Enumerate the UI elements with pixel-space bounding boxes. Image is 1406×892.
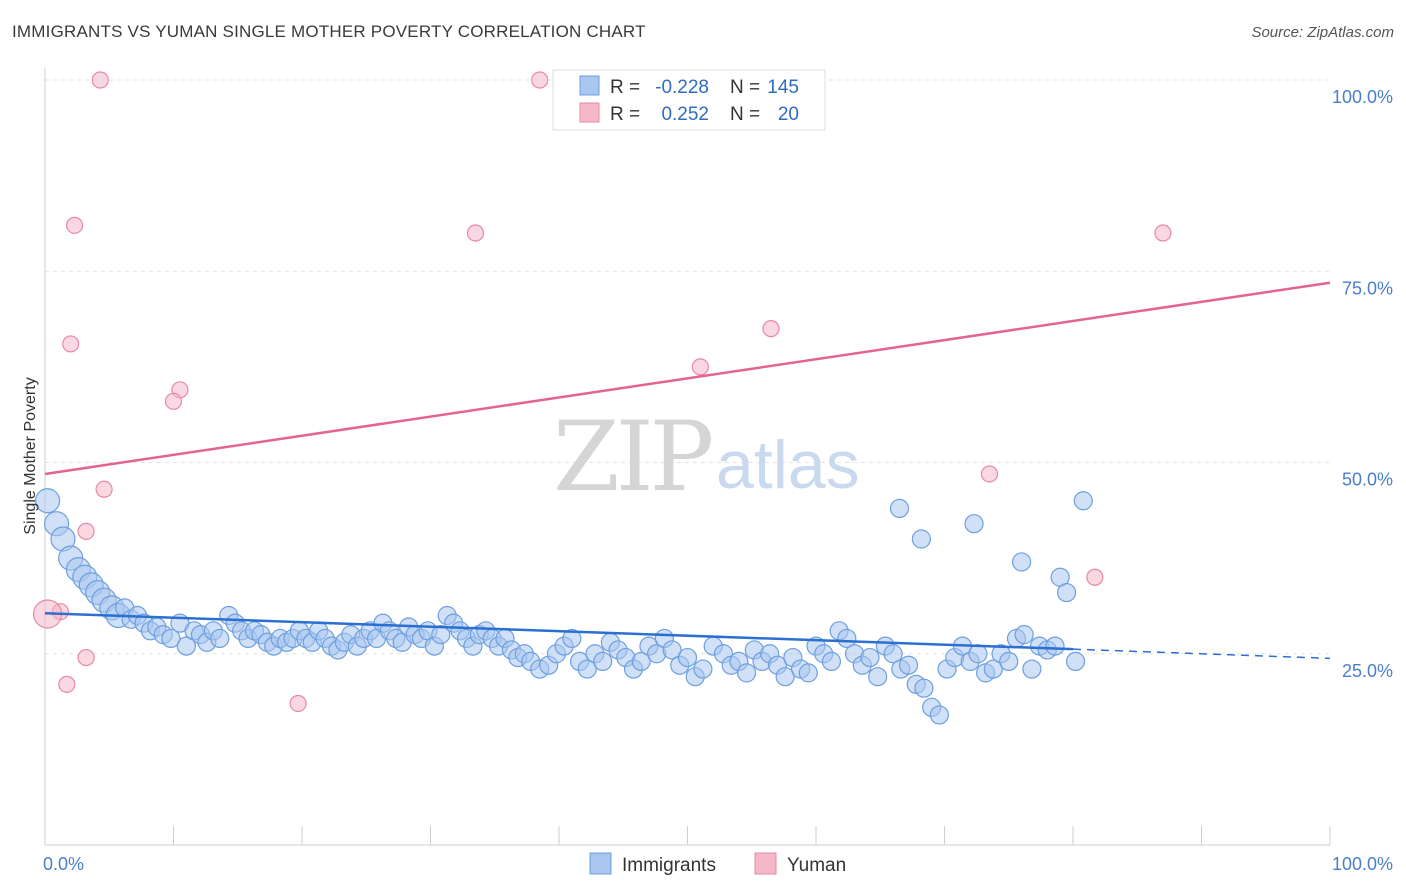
yuman-trend-line: [44, 281, 1331, 476]
legend-box: R = -0.228 N = 145 R = 0.252 N = 20: [552, 69, 826, 131]
immigrants-point-82: [593, 651, 613, 672]
immigrants-point-105: [775, 667, 795, 687]
legend-r-value-1: -0.228: [655, 77, 709, 98]
immigrants-point-117: [868, 667, 888, 687]
immigrants-point-113: [837, 628, 857, 649]
immigrants-point-132: [983, 659, 1003, 679]
bottom-legend-label-yuman: Yuman: [787, 855, 846, 876]
immigrants-point-121: [898, 655, 919, 675]
yuman-point-11: [77, 522, 95, 540]
series-yuman: [32, 71, 1172, 713]
immigrants-point-87: [631, 651, 651, 672]
immigrants-point-123: [914, 678, 934, 698]
series-immigrants: [34, 488, 1093, 725]
yuman-point-16: [77, 648, 95, 667]
immigrants-point-59: [431, 625, 451, 645]
immigrants-point-25: [210, 628, 230, 649]
bottom-legend: Immigrants Yuman: [589, 852, 846, 876]
legend-swatch-yuman: [579, 102, 600, 123]
immigrants-point-100: [737, 663, 757, 683]
chart-title: IMMIGRANTS VS YUMAN SINGLE MOTHER POVERT…: [12, 22, 646, 41]
immigrants-point-108: [798, 663, 818, 683]
yuman-point-17: [58, 675, 76, 693]
immigrants-point-140: [1045, 636, 1065, 656]
immigrants-point-147: [889, 498, 910, 518]
x-tick-label-1: 100.0%: [1332, 854, 1393, 874]
y-tick-label-0: 100.0%: [1332, 87, 1393, 107]
y-tick-label-1: 75.0%: [1342, 278, 1393, 298]
immigrants-point-80: [577, 659, 597, 679]
yuman-point-10: [95, 480, 113, 498]
yuman-point-6: [762, 320, 780, 338]
y-tick-label-2: 50.0%: [1342, 470, 1393, 490]
y-axis-label: Single Mother Poverty: [22, 377, 39, 534]
legend-n-value-2: 20: [778, 104, 799, 125]
y-tick-label-3: 25.0%: [1342, 661, 1393, 681]
immigrants-point-18: [161, 628, 181, 649]
immigrants-point-136: [1014, 625, 1034, 645]
immigrants-point-111: [821, 651, 842, 672]
yuman-point-0: [91, 71, 109, 89]
immigrants-point-143: [964, 514, 984, 534]
immigrants-trend-line: [44, 611, 1074, 651]
watermark-atlas: atlas: [716, 427, 860, 503]
immigrants-point-93: [677, 647, 698, 668]
immigrants-point-146: [1011, 552, 1032, 572]
yuman-point-9: [164, 392, 183, 410]
immigrants-point-137: [1022, 659, 1042, 679]
immigrants-point-119: [883, 644, 903, 664]
watermark-zip: ZIP: [553, 401, 712, 513]
immigrants-point-20: [176, 636, 196, 656]
tick-labels: 100.0% 75.0% 50.0% 25.0% 0.0% 100.0%: [43, 87, 1393, 874]
legend-n-label-1: N =: [730, 77, 760, 98]
legend-swatch-immigrants: [579, 75, 600, 96]
yuman-point-18: [289, 694, 307, 713]
x-tick-label-0: 0.0%: [43, 854, 84, 874]
immigrants-point-91: [662, 640, 682, 660]
chart-source: Source: ZipAtlas.com: [1251, 24, 1394, 41]
immigrants-point-78: [562, 628, 582, 649]
yuman-point-4: [1154, 224, 1172, 242]
legend-r-value-2: 0.252: [661, 104, 709, 125]
immigrants-point-134: [999, 651, 1019, 672]
axes: [44, 68, 1331, 846]
bottom-legend-label-immigrants: Immigrants: [622, 855, 716, 876]
immigrants-trend-extension: [1072, 648, 1331, 660]
immigrants-point-144: [911, 529, 931, 549]
yuman-point-2: [65, 216, 84, 234]
yuman-point-12: [980, 465, 999, 483]
immigrants-point-145: [1056, 582, 1077, 603]
bottom-legend-swatch-immigrants: [589, 852, 612, 875]
yuman-point-7: [691, 358, 709, 376]
legend-n-label-2: N =: [730, 104, 760, 125]
immigrants-point-125: [929, 705, 949, 725]
immigrants-point-142: [1065, 651, 1086, 672]
legend-n-value-1: 145: [767, 77, 799, 98]
immigrants-point-0: [34, 488, 61, 514]
immigrants-point-148: [1073, 491, 1093, 511]
yuman-point-15: [1086, 568, 1104, 586]
legend-r-label-2: R =: [610, 104, 640, 125]
legend-r-label-1: R =: [610, 77, 640, 98]
immigrants-point-95: [693, 659, 713, 679]
immigrants-point-116: [860, 647, 880, 668]
yuman-point-3: [466, 224, 485, 242]
grid-lines: [45, 79, 1330, 655]
bottom-legend-swatch-yuman: [754, 852, 777, 875]
immigrants-point-130: [968, 644, 988, 664]
trend-lines: [44, 281, 1331, 660]
yuman-point-1: [531, 71, 549, 89]
yuman-point-5: [62, 335, 80, 353]
